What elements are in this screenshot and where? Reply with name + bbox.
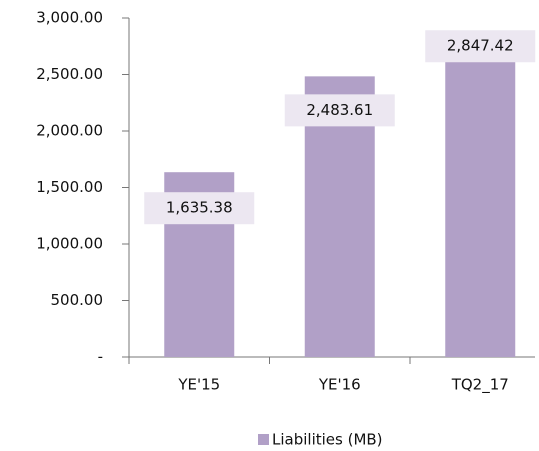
- bar: [445, 35, 516, 357]
- legend-swatch: [258, 434, 269, 445]
- y-tick-label: 3,000.00: [36, 9, 103, 27]
- y-tick-label: 500.00: [51, 291, 104, 309]
- y-tick-label: 1,000.00: [36, 235, 103, 253]
- x-tick-label: YE'15: [177, 376, 220, 394]
- y-tick-label: 2,500.00: [36, 65, 103, 83]
- data-label: 2,847.42: [447, 37, 514, 55]
- x-tick-label: TQ2_17: [451, 376, 509, 395]
- y-tick-label: -: [98, 348, 103, 366]
- data-label-box: [284, 94, 395, 127]
- data-label-box: [425, 30, 536, 63]
- data-label: 1,635.38: [166, 199, 233, 217]
- y-tick-label: 2,000.00: [36, 122, 103, 140]
- x-tick-label: YE'16: [318, 376, 361, 394]
- data-label-box: [144, 192, 255, 225]
- legend-label: Liabilities (MB): [272, 431, 383, 449]
- y-tick-label: 1,500.00: [36, 178, 103, 196]
- data-label: 2,483.61: [306, 101, 373, 119]
